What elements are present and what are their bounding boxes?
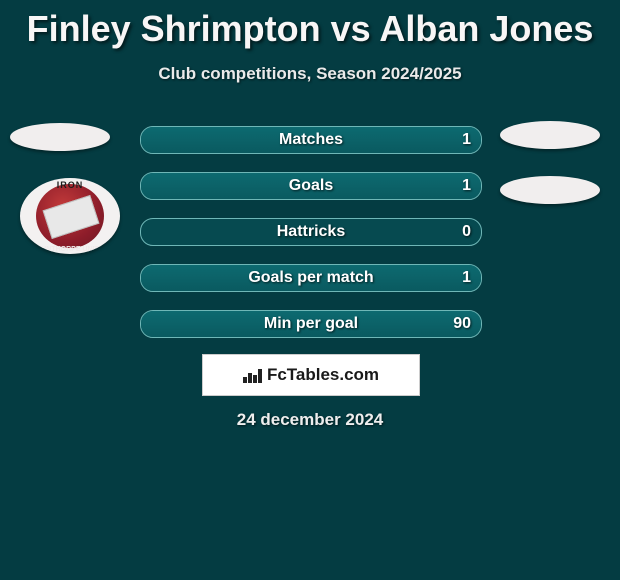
stat-row: Min per goal90 [0, 310, 620, 338]
player1-name: Finley Shrimpton [27, 8, 321, 49]
fctables-text: FcTables.com [267, 365, 379, 385]
stat-name: Matches [141, 127, 481, 153]
stat-name: Goals [141, 173, 481, 199]
page-title: Finley Shrimpton vs Alban Jones [0, 0, 620, 50]
stat-name: Goals per match [141, 265, 481, 291]
stat-bar: Hattricks0 [140, 218, 482, 246]
stat-row: Goals1 [0, 172, 620, 200]
stat-row: Hattricks0 [0, 218, 620, 246]
fctables-icon [243, 367, 263, 383]
stat-name: Hattricks [141, 219, 481, 245]
stat-bar: Min per goal90 [140, 310, 482, 338]
stat-row: Matches1 [0, 126, 620, 154]
date-text: 24 december 2024 [0, 410, 620, 430]
stat-name: Min per goal [141, 311, 481, 337]
stat-row: Goals per match1 [0, 264, 620, 292]
stat-value-right: 90 [453, 311, 471, 337]
fctables-badge[interactable]: FcTables.com [202, 354, 420, 396]
subtitle: Club competitions, Season 2024/2025 [0, 64, 620, 84]
stat-bar: Goals1 [140, 172, 482, 200]
vs-text: vs [331, 8, 371, 49]
club-logo-bottom-text: SCUNTHORPE UNITED [20, 246, 120, 253]
stat-bar: Matches1 [140, 126, 482, 154]
stat-value-right: 1 [462, 127, 471, 153]
stat-bar: Goals per match1 [140, 264, 482, 292]
stat-value-right: 1 [462, 173, 471, 199]
player2-name: Alban Jones [379, 8, 593, 49]
stat-value-right: 1 [462, 265, 471, 291]
stat-value-right: 0 [462, 219, 471, 245]
